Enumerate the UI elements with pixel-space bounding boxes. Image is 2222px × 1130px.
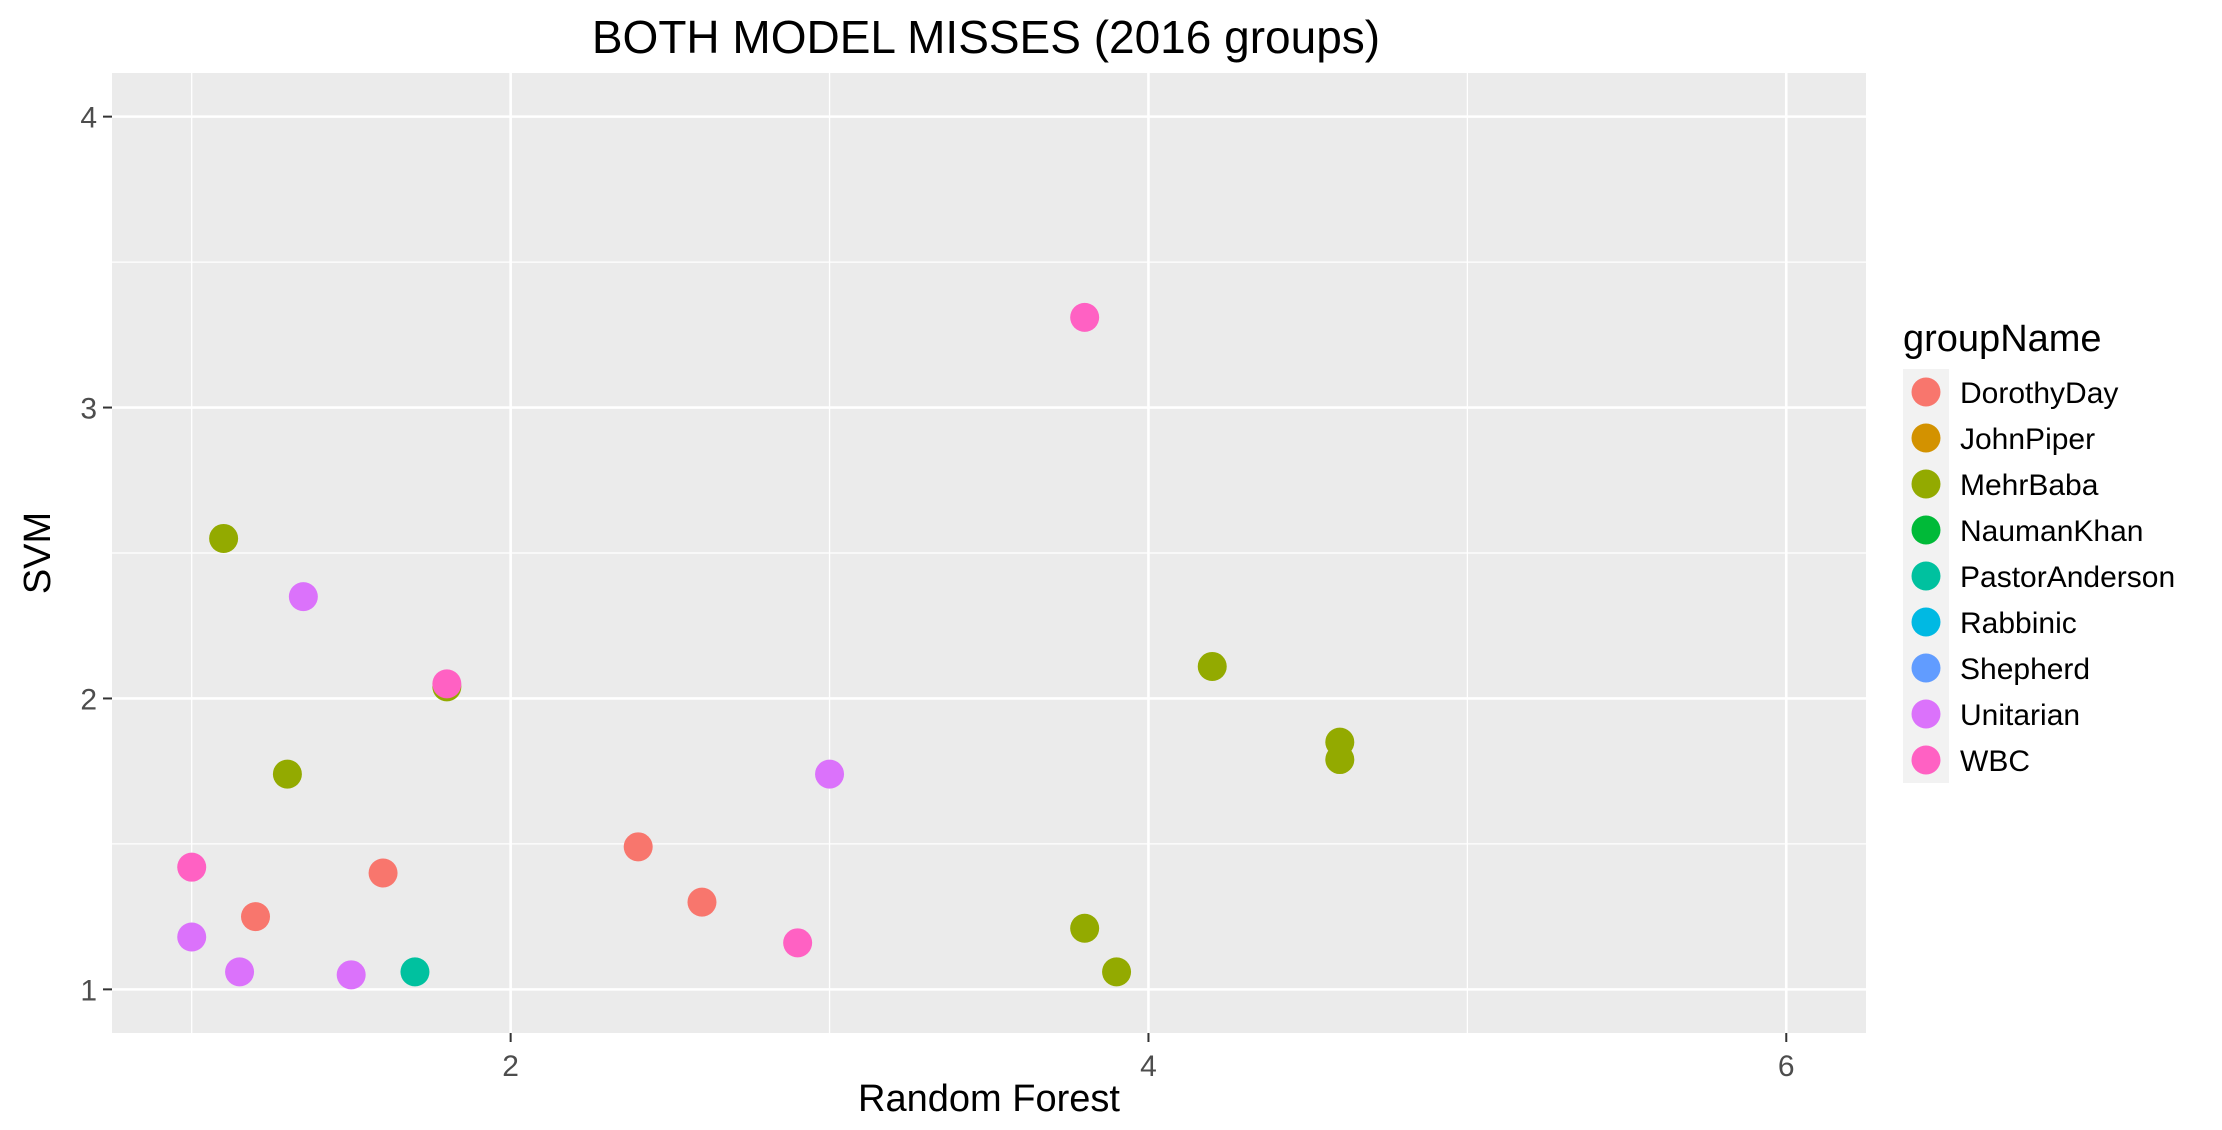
legend-label: NaumanKhan <box>1960 515 2143 548</box>
data-point <box>225 957 255 987</box>
legend-marker <box>1911 745 1941 775</box>
legend-item: NaumanKhan <box>1903 507 2143 553</box>
major-gridlines <box>112 73 1866 1033</box>
legend: groupName DorothyDay JohnPiper MehrBaba Nau… <box>1903 318 2175 783</box>
data-point <box>1070 913 1100 943</box>
data-points <box>177 302 1355 990</box>
legend-item: WBC <box>1903 737 2030 783</box>
legend-item: Unitarian <box>1903 691 2080 737</box>
data-point <box>1070 302 1100 332</box>
legend-label: DorothyDay <box>1960 377 2118 410</box>
x-axis-title: Random Forest <box>858 1078 1120 1120</box>
data-point <box>288 582 318 612</box>
legend-item: Shepherd <box>1903 645 2090 691</box>
data-point <box>815 759 845 789</box>
legend-label: MehrBaba <box>1960 469 2099 502</box>
legend-label: Rabbinic <box>1960 607 2077 640</box>
y-axis: 1 2 3 4 <box>80 102 112 1007</box>
legend-label: PastorAnderson <box>1960 561 2175 594</box>
legend-marker <box>1911 423 1941 453</box>
data-point <box>1102 957 1132 987</box>
legend-marker <box>1911 607 1941 637</box>
legend-item: DorothyDay <box>1903 369 2118 415</box>
data-point <box>687 887 717 917</box>
legend-marker <box>1911 561 1941 591</box>
legend-title: groupName <box>1903 318 2102 360</box>
legend-label: Unitarian <box>1960 699 2080 732</box>
legend-label: JohnPiper <box>1960 423 2095 456</box>
y-tick-label: 2 <box>80 683 97 716</box>
legend-label: WBC <box>1960 745 2030 778</box>
x-tick-label: 2 <box>502 1050 519 1083</box>
y-axis-title: SVM <box>17 512 59 594</box>
data-point <box>400 957 430 987</box>
data-point <box>1197 651 1227 681</box>
y-tick-label: 4 <box>80 102 97 135</box>
minor-gridlines <box>112 73 1866 1033</box>
legend-item: PastorAnderson <box>1903 553 2175 599</box>
data-point <box>272 759 302 789</box>
data-point <box>783 928 813 958</box>
data-point <box>241 902 271 932</box>
legend-marker <box>1911 377 1941 407</box>
data-point <box>336 960 366 990</box>
legend-label: Shepherd <box>1960 653 2090 686</box>
data-point <box>177 852 207 882</box>
x-tick-label: 4 <box>1140 1050 1157 1083</box>
legend-marker <box>1911 699 1941 729</box>
data-point <box>209 523 239 553</box>
data-point <box>623 832 653 862</box>
x-tick-label: 6 <box>1778 1050 1795 1083</box>
y-tick-label: 3 <box>80 393 97 426</box>
y-tick-label: 1 <box>80 974 97 1007</box>
data-point <box>177 922 207 952</box>
data-point <box>1325 745 1355 775</box>
legend-item: MehrBaba <box>1903 461 2099 507</box>
legend-marker <box>1911 653 1941 683</box>
legend-item: Rabbinic <box>1903 599 2077 645</box>
data-point <box>368 858 398 888</box>
legend-marker <box>1911 515 1941 545</box>
chart-title: BOTH MODEL MISSES (2016 groups) <box>592 11 1380 63</box>
x-axis: 2 4 6 <box>502 1033 1795 1083</box>
legend-marker <box>1911 469 1941 499</box>
legend-item: JohnPiper <box>1903 415 2095 461</box>
data-point <box>432 669 462 699</box>
